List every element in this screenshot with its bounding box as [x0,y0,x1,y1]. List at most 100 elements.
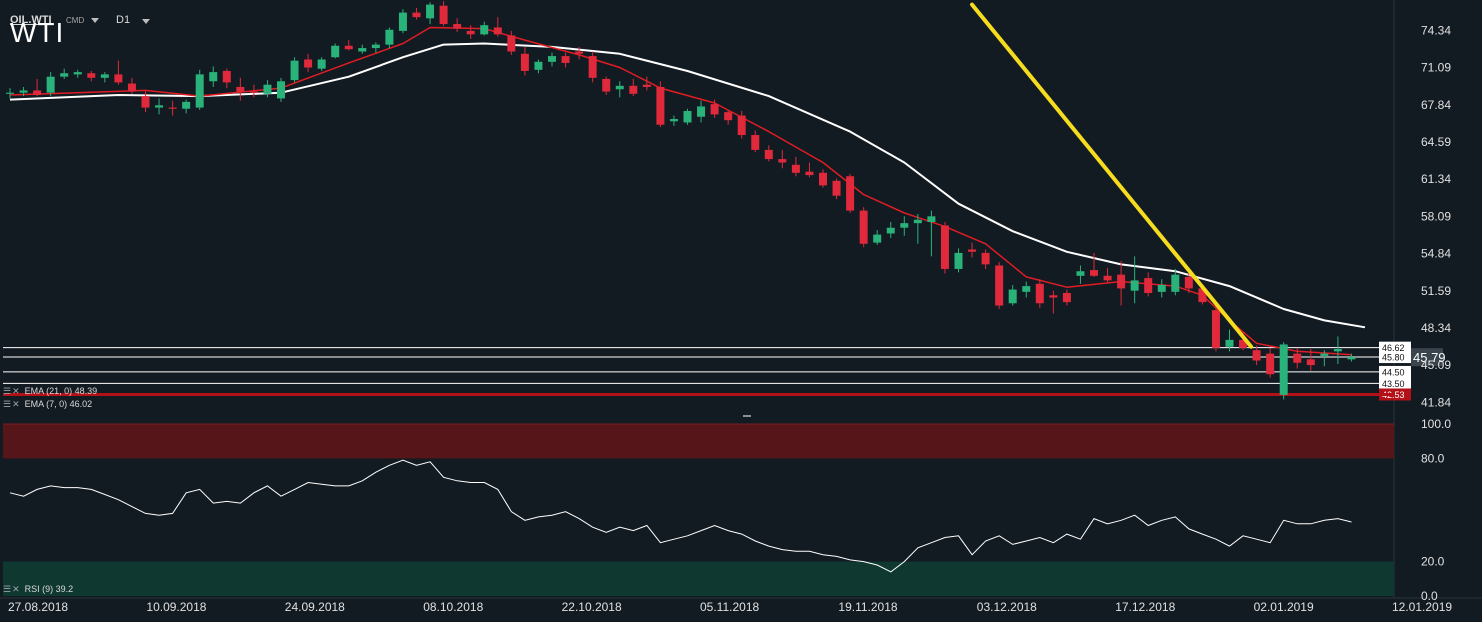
candle-body [439,5,448,25]
candle-body [46,76,55,93]
x-tick-label: 24.09.2018 [285,600,345,614]
indicator-settings-icon[interactable]: ☰✕ [3,583,21,594]
timeframe-dropdown-caret-icon[interactable] [142,19,150,24]
x-tick-label: 08.10.2018 [423,600,483,614]
candle-body [683,111,692,123]
candle-body [1184,276,1193,289]
price-tick-label: 74.34 [1421,23,1451,37]
rsi-legend[interactable]: ☰✕ RSI (9) 39.2 [3,583,73,595]
candle-body [642,84,651,87]
candle-body [520,53,529,71]
level-label-box-4 [1379,388,1411,401]
candle-body [426,4,435,19]
rsi-overbought-zone [3,424,1394,459]
candle-body [60,73,69,77]
level-label-2: 44.50 [1382,367,1405,377]
candle-body [954,252,963,269]
candle-body [87,73,96,78]
ema21-legend[interactable]: ☰✕ EMA (21, 0) 48.39 [3,385,97,397]
candle-body [832,180,841,196]
candle-body [385,29,394,45]
candle-body [127,83,136,92]
candle-body [548,56,556,62]
rsi-tick-label: 0.0 [1421,589,1438,603]
candle-body [114,74,123,83]
candle-body [480,25,489,35]
symbol-dropdown-caret-icon[interactable] [91,18,99,23]
candle-body [344,45,353,50]
chart-title: WTI [10,17,65,48]
candle-body [737,115,746,136]
indicator-settings-icon[interactable]: ☰✕ [3,385,21,396]
candle-body [764,149,773,160]
candle-body [155,105,164,108]
source-label: CMD [66,16,85,25]
symbol-label[interactable]: OIL.WTI [10,14,52,26]
candle-body [1035,283,1044,304]
candle-body [656,86,665,125]
candle-body [629,85,638,94]
candle-body [927,216,936,223]
price-tick-label: 58.09 [1421,209,1451,223]
candle-body [6,92,14,94]
indicator-settings-icon[interactable]: ☰✕ [3,398,21,409]
candle-body [886,227,895,234]
candle-body [697,106,706,117]
level-label-0: 46.62 [1382,343,1405,353]
level-label-1: 45.80 [1382,353,1405,363]
candle-body [1103,275,1112,281]
x-tick-label: 27.08.2018 [8,600,68,614]
price-tick-label: 41.84 [1421,395,1451,409]
candle-body [1239,339,1248,348]
candle-body [819,172,827,186]
x-tick-label: 12.01.2019 [1392,600,1452,614]
x-tick-label: 17.12.2018 [1115,600,1175,614]
candle-body [751,135,760,150]
candle-body [168,107,177,109]
candle-body [575,51,584,54]
candle-body [1008,289,1017,304]
candle-body [466,30,475,35]
candle-body [141,96,150,108]
candle-body [1225,339,1234,347]
candle-body [317,59,326,69]
ema7-legend[interactable]: ☰✕ EMA (7, 0) 46.02 [3,398,92,410]
candle-body [859,210,868,244]
rsi-legend-label: RSI (9) 39.2 [24,584,74,594]
candle-body [236,86,245,92]
candle-body [805,171,814,176]
rsi-tick-label: 20.0 [1421,555,1445,569]
candle-body [1211,310,1220,348]
candle-body [263,84,272,94]
candle-body [73,72,82,75]
timeframe-label[interactable]: D1 [116,14,131,26]
price-tick-label: 54.84 [1421,247,1451,261]
price-tick-label: 67.84 [1421,98,1451,112]
rsi-tick-label: 80.0 [1421,451,1445,465]
candle-body [1130,280,1139,291]
rsi-oversold-zone [3,561,1394,596]
candle-body [371,44,380,49]
candle-body [602,78,611,92]
candle-body [913,219,922,224]
candle-body [1279,344,1288,395]
candle-body [331,45,340,58]
candle-body [1293,353,1302,363]
candle-body [412,12,421,18]
candle-body [493,27,502,35]
candle-body [534,61,543,70]
candle-body [588,56,597,78]
candle-body [1320,353,1329,356]
candle-body [940,225,949,269]
price-tick-label: 45.09 [1421,358,1451,372]
price-tick-label: 64.59 [1421,135,1451,149]
level-label-box-1 [1379,351,1411,364]
candle-body [1306,359,1315,366]
candle-body [1252,350,1261,361]
candle-body [209,72,218,82]
current-price-box [1411,348,1443,367]
level-label-box-0 [1379,341,1411,354]
candle-body [222,70,231,83]
price-tick-label: 48.34 [1421,321,1451,335]
